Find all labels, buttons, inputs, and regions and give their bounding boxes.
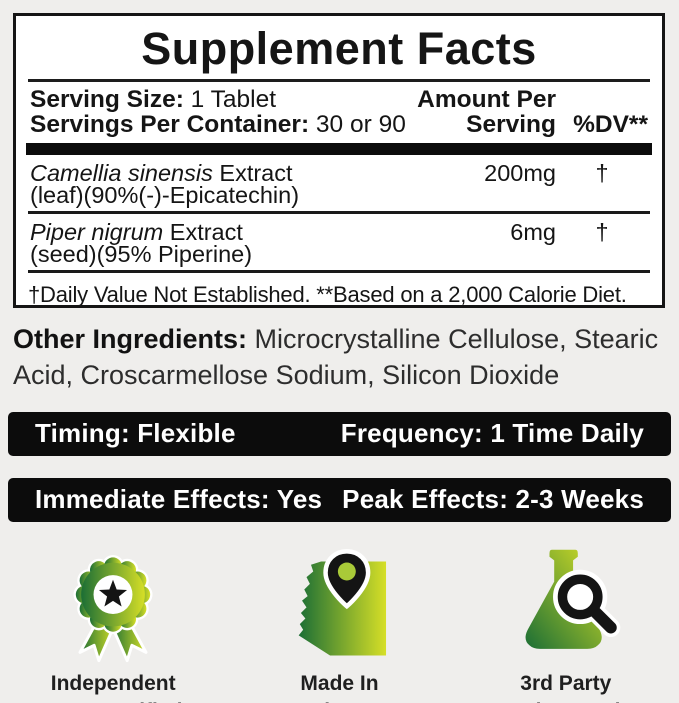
dv-footnote: †Daily Value Not Established. **Based on… (28, 282, 627, 307)
other-ingredients: Other Ingredients: Microcrystalline Cell… (13, 322, 665, 394)
ingredient-dv: † (595, 219, 609, 245)
effects-bar: Immediate Effects: Yes Peak Effects: 2-3… (8, 477, 671, 522)
ingredient-amount: 200mg (484, 160, 556, 186)
other-ingredients-value: Microcrystalline Cellulose, Stearic Acid… (13, 324, 659, 390)
serving-size-line: Serving Size: 1 Tablet (30, 87, 417, 112)
peak-effects-label: Peak Effects: 2-3 Weeks (342, 484, 644, 515)
ingredient-amount: 6mg (510, 219, 556, 245)
badge-label: 3rd Party Lab Tested (511, 671, 620, 703)
immediate-effects-label: Immediate Effects: Yes (35, 484, 323, 515)
gmp-ribbon-icon (54, 544, 172, 664)
lab-tested-badge: 3rd Party Lab Tested (453, 544, 679, 703)
arizona-map-pin-icon (283, 544, 395, 664)
other-ingredients-label: Other Ingredients: (13, 324, 248, 354)
made-in-arizona-badge: Made In Arizona (226, 544, 452, 703)
badge-label: Made In Arizona (300, 671, 379, 703)
timing-label: Timing: Flexible (35, 418, 236, 449)
panel-title: Supplement Facts (141, 23, 537, 74)
timing-frequency-bar: Timing: Flexible Frequency: 1 Time Daily (8, 411, 671, 456)
ingredient-detail: (leaf)(90%(-)-Epicatechin) (30, 182, 300, 208)
serving-info: Serving Size: 1 Tablet Servings Per Cont… (30, 87, 417, 137)
certification-badges-row: Independent GMP Certified Made In Arizon… (0, 544, 679, 703)
header-thick-divider (26, 143, 652, 155)
amount-per-serving-header: Amount Per Serving (417, 86, 556, 138)
badge-label: Independent GMP Certified (44, 671, 182, 703)
ingredient-detail: (seed)(95% Piperine) (30, 241, 253, 267)
info-bars: Timing: Flexible Frequency: 1 Time Daily… (8, 411, 671, 522)
serving-size-value: 1 Tablet (183, 86, 277, 113)
gmp-certified-badge: Independent GMP Certified (0, 544, 226, 703)
supplement-facts-panel: Supplement Facts Serving Size: 1 Tablet … (13, 13, 665, 308)
title-divider (28, 79, 650, 82)
servings-value: 30 or 90 (309, 111, 406, 138)
serving-size-label: Serving Size: (30, 86, 184, 113)
serving-header-row: Serving Size: 1 Tablet Servings Per Cont… (28, 82, 650, 141)
dv-header: %DV** (573, 111, 648, 138)
servings-per-container-line: Servings Per Container: 30 or 90 (30, 112, 417, 137)
ingredient-latin-name: Piper nigrum (30, 219, 164, 245)
servings-label: Servings Per Container: (30, 111, 310, 138)
ingredient-dv: † (595, 160, 609, 186)
frequency-label: Frequency: 1 Time Daily (340, 418, 644, 449)
ingredient-latin-name: Camellia sinensis (30, 160, 213, 186)
lab-flask-magnifier-icon (507, 544, 625, 664)
ingredient-row: Piper nigrum Extract (seed)(95% Piperine… (28, 214, 650, 273)
ingredient-name: Piper nigrum Extract (seed)(95% Piperine… (30, 219, 426, 267)
ingredient-name: Camellia sinensis Extract (leaf)(90%(-)-… (30, 160, 426, 208)
ingredient-row: Camellia sinensis Extract (leaf)(90%(-)-… (28, 155, 650, 214)
